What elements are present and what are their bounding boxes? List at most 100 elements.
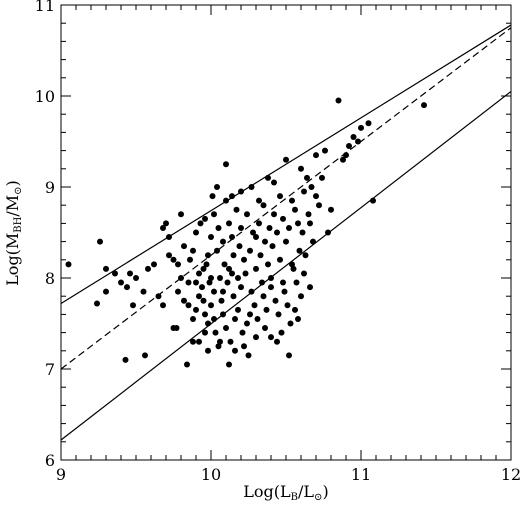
y-axis-label-sub: BH xyxy=(13,216,24,232)
data-point xyxy=(211,211,217,218)
y-axis-label: Log(MBH/M⊙) xyxy=(3,180,24,286)
data-point xyxy=(325,229,331,236)
data-point xyxy=(103,265,109,272)
data-point xyxy=(284,302,291,309)
data-point xyxy=(245,352,252,359)
data-point xyxy=(248,288,255,295)
data-point xyxy=(193,306,199,313)
data-point xyxy=(97,238,103,245)
data-point xyxy=(235,275,241,281)
data-point xyxy=(244,320,250,327)
data-point xyxy=(127,270,133,277)
data-point xyxy=(223,325,229,332)
y-tick-label: 10 xyxy=(35,87,55,106)
data-point xyxy=(190,338,196,345)
data-point xyxy=(298,165,304,172)
x-tick-label: 11 xyxy=(351,465,371,484)
data-point xyxy=(242,270,249,277)
data-point xyxy=(197,220,204,227)
data-point xyxy=(226,265,232,272)
data-point xyxy=(421,102,427,109)
data-point xyxy=(307,284,313,291)
data-point xyxy=(211,315,217,322)
data-point xyxy=(260,202,267,209)
x-axis-label-sub: B xyxy=(291,492,298,503)
data-point xyxy=(292,206,298,213)
data-point xyxy=(185,279,192,286)
y-tick-label: 9 xyxy=(45,178,55,197)
data-point xyxy=(215,343,222,350)
data-point xyxy=(295,220,301,227)
y-tick-label: 6 xyxy=(45,451,55,470)
data-point xyxy=(313,193,319,200)
data-point xyxy=(346,143,352,150)
data-point xyxy=(214,184,220,190)
data-point xyxy=(133,275,139,281)
data-point xyxy=(280,279,286,286)
data-point xyxy=(304,174,310,181)
data-point xyxy=(178,211,184,218)
data-point xyxy=(230,252,237,259)
data-point xyxy=(248,184,255,190)
data-point xyxy=(277,193,283,200)
data-point xyxy=(298,293,304,300)
data-point xyxy=(196,293,202,300)
data-point xyxy=(259,279,265,286)
y-axis-label-base: Log(M xyxy=(3,233,22,286)
data-point xyxy=(226,361,232,368)
data-point xyxy=(163,220,169,227)
data-point xyxy=(212,329,219,336)
data-point xyxy=(278,329,285,336)
tick-labels: 9 10 11 12 6 7 8 9 10 11 xyxy=(35,0,520,484)
data-point xyxy=(202,329,208,336)
data-point xyxy=(316,202,322,209)
x-axis-label: Log(LB/L⊙) xyxy=(243,482,328,503)
data-point xyxy=(253,234,259,241)
data-point xyxy=(178,275,184,281)
data-point xyxy=(268,275,274,281)
data-point xyxy=(205,320,211,327)
data-point xyxy=(365,120,372,127)
data-point xyxy=(340,156,346,163)
data-point xyxy=(272,297,279,304)
data-point xyxy=(203,261,210,268)
data-point xyxy=(292,306,298,313)
data-point xyxy=(274,338,280,345)
data-point xyxy=(289,197,295,204)
data-point xyxy=(253,265,259,272)
data-point xyxy=(307,220,313,227)
data-point xyxy=(229,193,235,200)
data-point xyxy=(181,243,187,250)
data-point xyxy=(145,265,151,272)
data-point xyxy=(265,261,271,268)
data-point xyxy=(358,124,364,131)
data-point xyxy=(244,211,250,218)
data-point xyxy=(286,352,292,359)
data-point xyxy=(271,211,277,218)
data-point xyxy=(263,306,270,313)
data-point xyxy=(155,293,162,300)
data-point xyxy=(181,297,187,304)
data-point xyxy=(308,184,315,190)
data-point xyxy=(103,288,109,295)
data-point xyxy=(221,261,228,268)
data-point xyxy=(277,256,283,263)
data-point xyxy=(190,247,196,254)
data-point xyxy=(286,224,292,231)
data-point xyxy=(233,206,240,213)
data-point xyxy=(227,338,234,345)
data-point xyxy=(295,315,301,322)
data-point xyxy=(193,279,199,286)
data-point xyxy=(268,334,274,341)
data-point xyxy=(310,238,316,245)
data-point xyxy=(313,152,319,159)
y-axis-label-mid: /M xyxy=(3,195,22,217)
data-point xyxy=(241,256,247,263)
data-point xyxy=(205,252,211,259)
x-axis-label-end: ) xyxy=(322,482,328,501)
x-tick-label: 10 xyxy=(201,465,221,484)
data-point xyxy=(193,229,199,236)
data-point xyxy=(269,243,276,250)
data-point xyxy=(175,261,181,268)
